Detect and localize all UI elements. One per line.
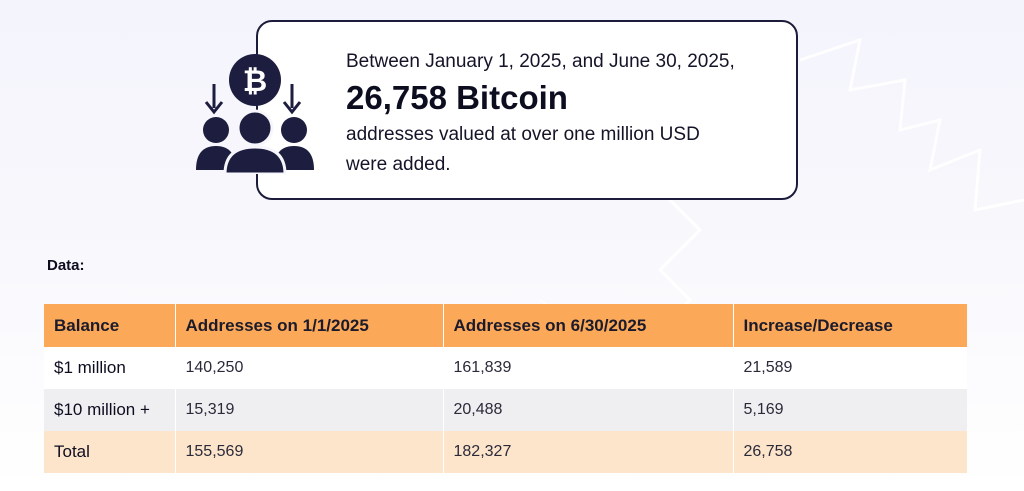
header-addresses-end: Addresses on 6/30/2025 — [443, 304, 734, 347]
callout-card — [256, 20, 798, 200]
table-row: $10 million + 15,319 20,488 5,169 — [44, 389, 967, 431]
cell-end: 20,488 — [443, 389, 734, 431]
table-header-row: Balance Addresses on 1/1/2025 Addresses … — [44, 304, 967, 347]
cell-balance: Total — [44, 431, 176, 473]
cell-start: 140,250 — [175, 347, 444, 389]
table-row: $1 million 140,250 161,839 21,589 — [44, 347, 967, 389]
data-label: Data: — [47, 257, 85, 274]
callout-text: Between January 1, 2025, and June 30, 20… — [346, 50, 786, 180]
cell-start: 15,319 — [175, 389, 444, 431]
header-balance: Balance — [44, 304, 176, 347]
cell-end: 182,327 — [443, 431, 734, 473]
header-addresses-start: Addresses on 1/1/2025 — [175, 304, 444, 347]
cell-change: 5,169 — [733, 389, 967, 431]
addresses-table: Balance Addresses on 1/1/2025 Addresses … — [44, 304, 967, 473]
table-row-total: Total 155,569 182,327 26,758 — [44, 431, 967, 473]
cell-end: 161,839 — [443, 347, 734, 389]
header-change: Increase/Decrease — [733, 304, 967, 347]
bitcoin-users-icon: ₿ — [196, 54, 314, 174]
cell-balance: $1 million — [44, 347, 176, 389]
cell-balance: $10 million + — [44, 389, 176, 431]
cell-change: 21,589 — [733, 347, 967, 389]
callout-headline: 26,758 Bitcoin — [346, 79, 568, 116]
cell-start: 155,569 — [175, 431, 444, 473]
svg-text:₿: ₿ — [243, 64, 267, 99]
cell-change: 26,758 — [733, 431, 967, 473]
callout-detail-line1: addresses valued at over one million USD — [346, 124, 700, 145]
callout-intro: Between January 1, 2025, and June 30, 20… — [346, 51, 735, 72]
callout-detail-line2: were added. — [346, 154, 451, 175]
